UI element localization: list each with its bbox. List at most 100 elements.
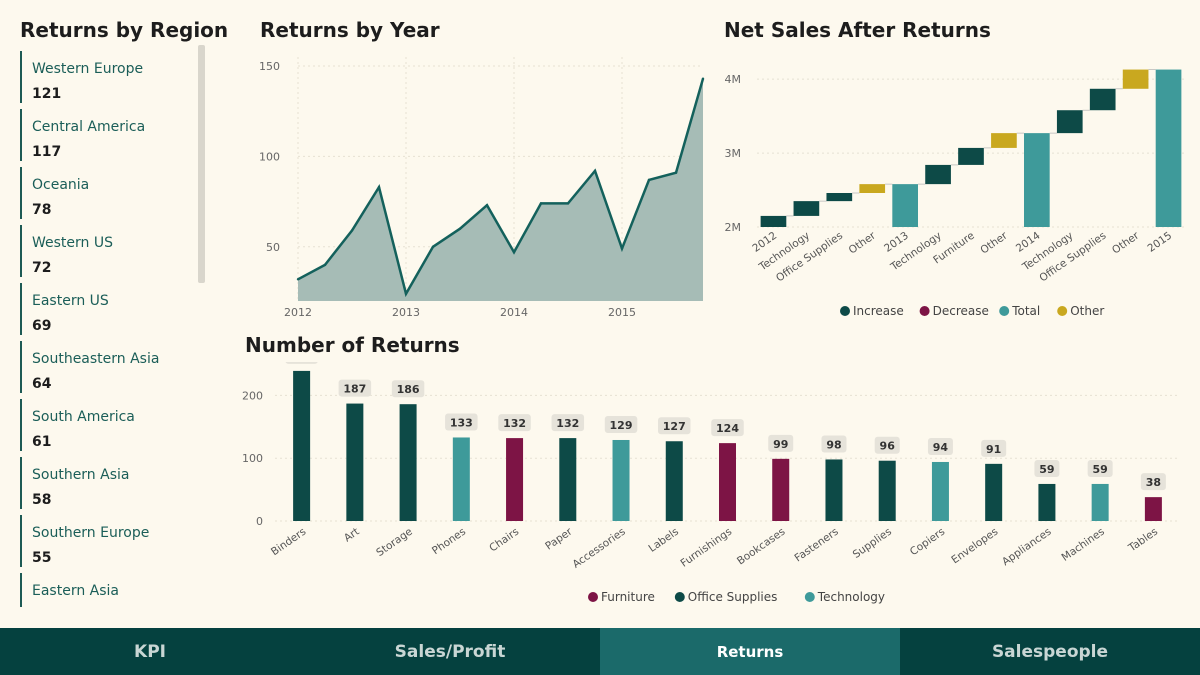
region-card[interactable]: Southern Europe 55	[20, 515, 198, 567]
number-of-returns-title: Number of Returns	[245, 333, 460, 357]
data-point	[701, 77, 705, 80]
legend-marker	[674, 592, 685, 602]
data-point	[485, 204, 489, 207]
data-label-bg	[551, 414, 585, 432]
waterfall-bar	[991, 133, 1017, 148]
region-name: Oceania	[32, 177, 90, 193]
y-tick-label: 100	[242, 452, 263, 465]
x-tick-label: Binders	[269, 526, 308, 559]
region-card[interactable]: Southern Asia 58	[20, 457, 198, 509]
data-label: 96	[880, 440, 896, 453]
bar	[1038, 483, 1056, 521]
region-name: Eastern Asia	[32, 583, 119, 599]
legend-marker	[1057, 306, 1068, 316]
region-name: South America	[32, 409, 135, 425]
waterfall-bar	[1155, 69, 1182, 227]
waterfall-bar	[1122, 69, 1149, 89]
tab-salespeople[interactable]: Salespeople	[991, 641, 1109, 662]
x-tick-label: Copiers	[908, 526, 947, 559]
region-card[interactable]: South America 61	[20, 399, 198, 451]
x-tick-label: 2014	[500, 306, 528, 319]
data-point	[647, 178, 651, 182]
data-point	[512, 251, 516, 254]
bar	[559, 438, 577, 521]
data-point	[674, 171, 678, 174]
x-tick-label: Bookcases	[735, 526, 788, 568]
waterfall-bar	[1089, 88, 1116, 111]
bar	[612, 439, 630, 521]
region-card[interactable]: Eastern Asia 53	[20, 573, 198, 607]
data-label: 129	[610, 419, 633, 432]
data-label: 127	[663, 420, 686, 433]
data-label-bg	[445, 413, 478, 431]
number-of-returns-chart: 0 100 200 239 Binders 187 Art 186 Storage 133 Phon…	[242, 362, 1180, 604]
region-name: Southern Asia	[32, 467, 130, 483]
region-card[interactable]: Southeastern Asia 64	[20, 341, 198, 393]
legend-marker	[919, 306, 930, 316]
data-label-bg	[981, 439, 1007, 457]
region-value: 61	[32, 434, 52, 450]
series-line	[297, 78, 705, 298]
y-tick-label: 0	[256, 515, 263, 528]
x-tick-label: Labels	[646, 526, 681, 555]
data-label-bg	[927, 437, 953, 455]
data-label: 38	[1146, 476, 1161, 489]
data-point	[593, 169, 597, 173]
region-card[interactable]: Central America 117	[20, 109, 198, 161]
data-label-bg	[821, 435, 847, 453]
x-tick-label: Fasteners	[792, 526, 840, 565]
x-tick-label: Paper	[543, 525, 575, 552]
waterfall-bar	[1056, 110, 1083, 134]
x-tick-label: Supplies	[851, 526, 894, 561]
region-value: 121	[32, 86, 62, 102]
bar	[878, 460, 896, 521]
bar	[665, 441, 683, 521]
data-point	[323, 263, 327, 267]
region-card-list[interactable]: Western Europe 121 Central America 117 O…	[20, 45, 208, 607]
tab-kpi[interactable]: KPI	[134, 641, 166, 662]
waterfall-bar	[859, 184, 886, 193]
data-label: 124	[716, 422, 739, 435]
data-label-bg	[711, 419, 744, 437]
x-tick-label: 2015	[608, 306, 636, 319]
data-point	[539, 202, 543, 205]
legend-label: Increase	[853, 304, 904, 318]
tab-returns[interactable]: Returns	[600, 628, 900, 675]
waterfall-bar	[925, 164, 951, 185]
x-tick-label: 2015	[1145, 230, 1174, 255]
legend-marker	[840, 306, 850, 316]
bar	[506, 438, 524, 521]
data-label-bg	[874, 436, 900, 454]
x-tick-label: Other	[1110, 229, 1142, 256]
data-label-bg	[285, 362, 318, 364]
region-card[interactable]: Western US 72	[20, 225, 198, 277]
page-navigation: KPI Sales/Profit Returns Salespeople	[0, 628, 1200, 675]
waterfall-bar	[892, 184, 918, 227]
bar	[1144, 497, 1162, 521]
region-name: Central America	[32, 119, 146, 135]
region-card[interactable]: Oceania 78	[20, 167, 198, 219]
legend-label: Other	[1070, 304, 1104, 318]
data-label: 59	[1092, 463, 1107, 476]
x-tick-label: Machines	[1059, 526, 1106, 564]
x-tick-label: Art	[342, 526, 362, 545]
y-tick-label: 200	[242, 389, 263, 402]
data-label: 98	[826, 438, 841, 451]
data-point	[350, 229, 354, 232]
region-card[interactable]: Western Europe 121	[20, 51, 198, 103]
tab-sales-profit[interactable]: Sales/Profit	[394, 641, 506, 662]
waterfall-bar	[958, 147, 984, 165]
bar	[825, 459, 843, 521]
legend-label: Total	[1011, 304, 1040, 318]
bar	[772, 458, 790, 521]
x-tick-label: Appliances	[1000, 526, 1054, 569]
data-label: 132	[503, 417, 526, 430]
legend-label: Office Supplies	[688, 590, 778, 604]
data-point	[458, 227, 462, 230]
region-value: 117	[32, 144, 62, 160]
legend-label: Decrease	[933, 304, 989, 318]
region-card[interactable]: Eastern US 69	[20, 283, 198, 335]
data-label: 133	[450, 416, 473, 429]
region-list-scrollbar[interactable]	[198, 45, 205, 283]
